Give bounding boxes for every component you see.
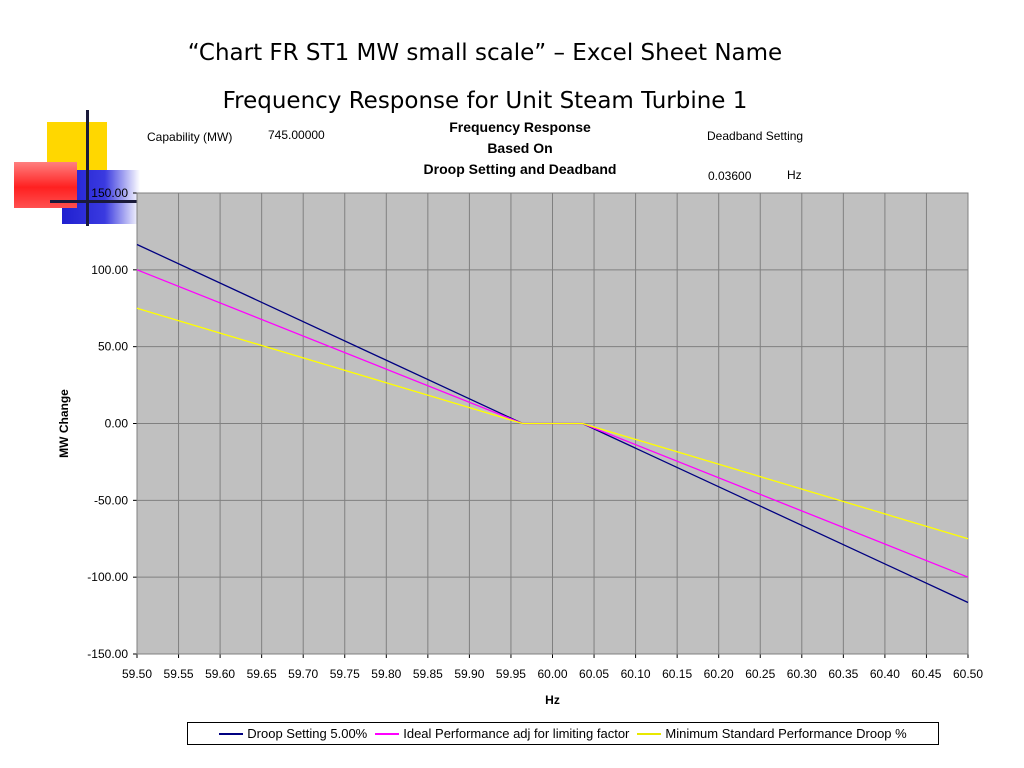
x-tick-label: 60.40 (870, 667, 900, 681)
y-tick-label: -100.00 (87, 570, 128, 584)
legend-label-droop: Droop Setting 5.00% (247, 726, 368, 741)
y-tick-label: 50.00 (98, 340, 128, 354)
legend-swatch-droop (219, 732, 244, 735)
x-tick-label: 60.30 (787, 667, 817, 681)
chart-title-line-1: Frequency Response (449, 119, 591, 135)
legend-label-ideal: Ideal Performance adj for limiting facto… (403, 726, 630, 741)
y-tick-label: -150.00 (87, 647, 128, 661)
legend-label-minimum: Minimum Standard Performance Droop % (665, 726, 907, 741)
series-line-3 (136, 307, 969, 540)
x-tick-label: 59.55 (164, 667, 194, 681)
x-tick-label: 59.65 (247, 667, 277, 681)
deadband-value: 0.03600 (708, 169, 752, 183)
y-axis-label: MW Change (57, 389, 71, 458)
x-tick-label: 60.05 (579, 667, 609, 681)
x-tick-label: 59.70 (288, 667, 318, 681)
x-tick-label: 59.50 (122, 667, 152, 681)
legend-swatch-minimum (637, 732, 662, 735)
x-tick-label: 60.35 (828, 667, 858, 681)
legend-item-minimum: Minimum Standard Performance Droop % (637, 726, 907, 741)
slide-title: “Chart FR ST1 MW small scale” – Excel Sh… (187, 40, 783, 66)
chart-title-line-2: Based On (487, 140, 553, 156)
legend-swatch-ideal (375, 732, 400, 735)
capability-label: Capability (MW) (147, 130, 233, 144)
decoration-horizontal-line (50, 200, 142, 203)
legend-item-droop: Droop Setting 5.00% (219, 726, 367, 741)
x-tick-label: 60.20 (704, 667, 734, 681)
x-tick-label: 59.95 (496, 667, 526, 681)
x-tick-label: 60.50 (953, 667, 983, 681)
x-tick-label: 59.60 (205, 667, 235, 681)
legend-item-ideal: Ideal Performance adj for limiting facto… (375, 726, 629, 741)
x-tick-label: 60.00 (537, 667, 567, 681)
slide-subtitle: Frequency Response for Unit Steam Turbin… (222, 88, 748, 114)
x-tick-label: 59.90 (454, 667, 484, 681)
chart-title: Frequency Response Based On Droop Settin… (370, 117, 670, 180)
deadband-unit: Hz (787, 168, 802, 182)
chart-title-line-3: Droop Setting and Deadband (423, 161, 617, 177)
x-tick-label: 60.10 (621, 667, 651, 681)
y-tick-label: 100.00 (91, 263, 128, 277)
x-tick-label: 59.85 (413, 667, 443, 681)
y-tick-label: 0.00 (105, 417, 129, 431)
chart-legend: Droop Setting 5.00% Ideal Performance ad… (187, 722, 939, 745)
y-tick-label: -50.00 (94, 493, 128, 507)
deadband-label: Deadband Setting (707, 129, 804, 143)
plot-border (136, 192, 969, 655)
x-tick-label: 59.75 (330, 667, 360, 681)
x-tick-label: 60.15 (662, 667, 692, 681)
x-axis-label: Hz (545, 693, 560, 707)
x-tick-label: 59.80 (371, 667, 401, 681)
decoration-vertical-line (86, 110, 89, 226)
y-tick-label: 150.00 (91, 186, 128, 200)
x-tick-label: 60.45 (911, 667, 941, 681)
x-tick-label: 60.25 (745, 667, 775, 681)
capability-value: 745.00000 (268, 128, 325, 142)
